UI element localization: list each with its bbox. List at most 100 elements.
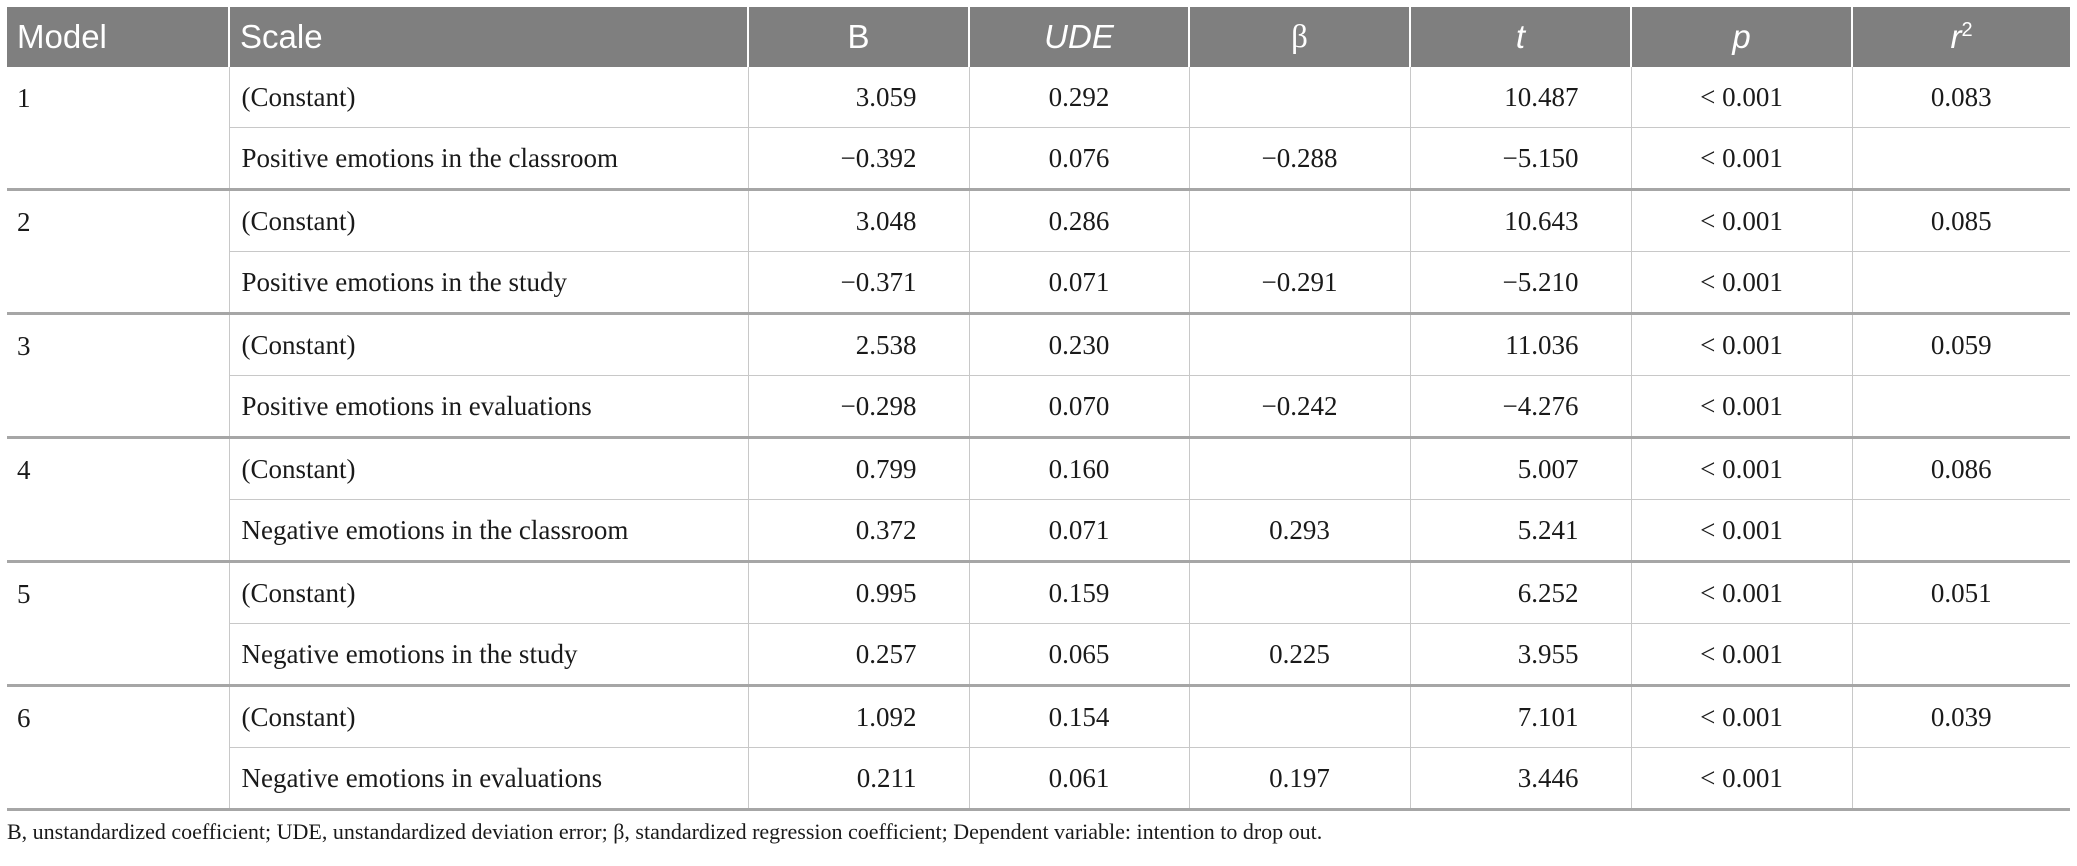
r-squared-cell: 0.051	[1852, 561, 2070, 624]
b-cell: 0.211	[748, 747, 970, 811]
t-cell: 11.036	[1410, 313, 1632, 376]
table-footnote: B, unstandardized coefficient; UDE, unst…	[7, 819, 1323, 844]
regression-table: Model Scale B UDE β t p r2 1 (Constant) 3.…	[7, 7, 2070, 811]
ude-cell: 0.292	[969, 67, 1190, 128]
table-row: Negative emotions in the study 0.257 0.065…	[7, 623, 2070, 687]
header-r-base: r	[1950, 18, 1962, 55]
model-number-cell: 6	[7, 685, 230, 811]
scale-cell: Positive emotions in the classroom	[229, 127, 749, 191]
t-cell: 5.007	[1410, 437, 1632, 500]
header-model: Model	[7, 7, 230, 67]
r-squared-cell: 0.086	[1852, 437, 2070, 500]
model-number-cell: 1	[7, 67, 230, 191]
beta-cell	[1189, 189, 1411, 252]
beta-cell: −0.288	[1189, 127, 1411, 191]
t-cell: 6.252	[1410, 561, 1632, 624]
p-cell: < 0.001	[1631, 685, 1853, 748]
t-cell: 10.643	[1410, 189, 1632, 252]
b-cell: 3.048	[748, 189, 970, 252]
table-row: 2 (Constant) 3.048 0.286 10.643 < 0.001 0.085	[7, 189, 2070, 315]
r-squared-cell	[1852, 499, 2070, 563]
scale-cell: Negative emotions in the study	[229, 623, 749, 687]
p-cell: < 0.001	[1631, 127, 1853, 191]
b-cell: −0.298	[748, 375, 970, 439]
table-row: Positive emotions in the classroom −0.392…	[7, 127, 2070, 191]
r-squared-cell: 0.083	[1852, 67, 2070, 128]
table-row: Positive emotions in the study −0.371 0.07…	[7, 251, 2070, 315]
scale-cell: (Constant)	[229, 313, 749, 376]
b-cell: 0.372	[748, 499, 970, 563]
r-squared-cell: 0.039	[1852, 685, 2070, 748]
scale-cell: (Constant)	[229, 67, 749, 128]
header-ude: UDE	[969, 7, 1190, 67]
table-row: 3 (Constant) 2.538 0.230 11.036 < 0.001 0.059	[7, 313, 2070, 439]
ude-cell: 0.159	[969, 561, 1190, 624]
b-cell: 2.538	[748, 313, 970, 376]
scale-cell: Negative emotions in evaluations	[229, 747, 749, 811]
ude-cell: 0.071	[969, 499, 1190, 563]
b-cell: 0.799	[748, 437, 970, 500]
p-cell: < 0.001	[1631, 561, 1853, 624]
ude-cell: 0.070	[969, 375, 1190, 439]
scale-cell: (Constant)	[229, 189, 749, 252]
table-row: Negative emotions in evaluations 0.211 0.0…	[7, 747, 2070, 811]
b-cell: −0.392	[748, 127, 970, 191]
t-cell: 3.955	[1410, 623, 1632, 687]
header-r-squared: r2	[1852, 7, 2070, 67]
r-squared-cell: 0.085	[1852, 189, 2070, 252]
model-number-cell: 5	[7, 561, 230, 687]
table-header: Model Scale B UDE β t p r2	[7, 7, 2070, 67]
beta-cell	[1189, 67, 1411, 128]
ude-cell: 0.160	[969, 437, 1190, 500]
p-cell: < 0.001	[1631, 499, 1853, 563]
t-cell: 3.446	[1410, 747, 1632, 811]
ude-cell: 0.230	[969, 313, 1190, 376]
table-row: 4 (Constant) 0.799 0.160 5.007 < 0.001 0.086	[7, 437, 2070, 563]
header-t: t	[1410, 7, 1632, 67]
beta-cell	[1189, 685, 1411, 748]
header-scale: Scale	[229, 7, 749, 67]
r-squared-cell	[1852, 623, 2070, 687]
beta-cell: −0.291	[1189, 251, 1411, 315]
t-cell: 7.101	[1410, 685, 1632, 748]
r-squared-cell	[1852, 251, 2070, 315]
r-squared-cell	[1852, 127, 2070, 191]
ude-cell: 0.061	[969, 747, 1190, 811]
t-cell: −5.150	[1410, 127, 1632, 191]
header-row: Model Scale B UDE β t p r2	[7, 7, 2070, 67]
p-cell: < 0.001	[1631, 313, 1853, 376]
table-row: 5 (Constant) 0.995 0.159 6.252 < 0.001 0.051	[7, 561, 2070, 687]
scale-cell: (Constant)	[229, 437, 749, 500]
b-cell: −0.371	[748, 251, 970, 315]
p-cell: < 0.001	[1631, 67, 1853, 128]
beta-cell: 0.293	[1189, 499, 1411, 563]
beta-cell: −0.242	[1189, 375, 1411, 439]
b-cell: 0.995	[748, 561, 970, 624]
r-squared-cell	[1852, 375, 2070, 439]
t-cell: 10.487	[1410, 67, 1632, 128]
table-row: 1 (Constant) 3.059 0.292 10.487 < 0.001 0.083	[7, 67, 2070, 191]
ude-cell: 0.065	[969, 623, 1190, 687]
p-cell: < 0.001	[1631, 189, 1853, 252]
p-cell: < 0.001	[1631, 251, 1853, 315]
header-p: p	[1631, 7, 1853, 67]
p-cell: < 0.001	[1631, 623, 1853, 687]
ude-cell: 0.286	[969, 189, 1190, 252]
r-squared-cell	[1852, 747, 2070, 811]
table-row: Positive emotions in evaluations −0.298 0.…	[7, 375, 2070, 439]
p-cell: < 0.001	[1631, 747, 1853, 811]
r-squared-cell: 0.059	[1852, 313, 2070, 376]
header-beta: β	[1189, 7, 1411, 67]
scale-cell: (Constant)	[229, 685, 749, 748]
scale-cell: (Constant)	[229, 561, 749, 624]
b-cell: 3.059	[748, 67, 970, 128]
table-row: Negative emotions in the classroom 0.372 0…	[7, 499, 2070, 563]
scale-cell: Positive emotions in evaluations	[229, 375, 749, 439]
t-cell: −5.210	[1410, 251, 1632, 315]
header-b: B	[748, 7, 970, 67]
p-cell: < 0.001	[1631, 375, 1853, 439]
beta-cell	[1189, 437, 1411, 500]
t-cell: 5.241	[1410, 499, 1632, 563]
b-cell: 0.257	[748, 623, 970, 687]
ude-cell: 0.071	[969, 251, 1190, 315]
